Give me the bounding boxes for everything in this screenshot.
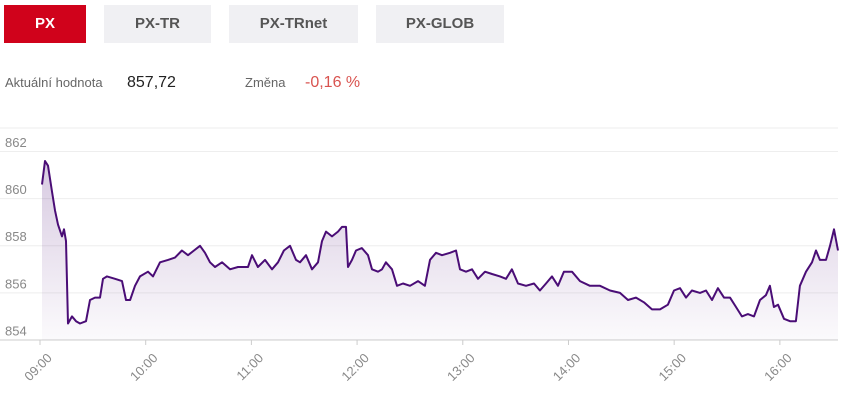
tab[interactable]: PX-TRnet: [229, 5, 358, 43]
x-tick-label: 10:00: [127, 350, 161, 384]
y-tick-label: 858: [5, 229, 27, 244]
y-tick-label: 856: [5, 276, 27, 291]
x-tick-label: 12:00: [338, 350, 372, 384]
x-tick-label: 16:00: [761, 350, 795, 384]
change-label: Změna: [245, 75, 286, 90]
x-tick-label: 11:00: [233, 350, 266, 383]
y-tick-label: 860: [5, 182, 27, 197]
value: 857,72: [127, 74, 176, 91]
value-label: Aktuální hodnota: [5, 75, 103, 90]
x-tick-label: 13:00: [444, 350, 478, 384]
y-tick-label: 854: [5, 323, 27, 338]
tab[interactable]: PX-TR: [104, 5, 211, 43]
price-line: [41, 160, 839, 325]
x-tick-label: 09:00: [21, 350, 55, 384]
change: -0,16 %: [305, 74, 361, 91]
area: [42, 161, 838, 340]
x-tick-label: 14:00: [550, 350, 584, 384]
tab[interactable]: PX: [4, 5, 86, 43]
tab[interactable]: PX-GLOB: [376, 5, 504, 43]
y-tick-label: 862: [5, 135, 27, 150]
x-tick-label: 15:00: [655, 350, 689, 384]
